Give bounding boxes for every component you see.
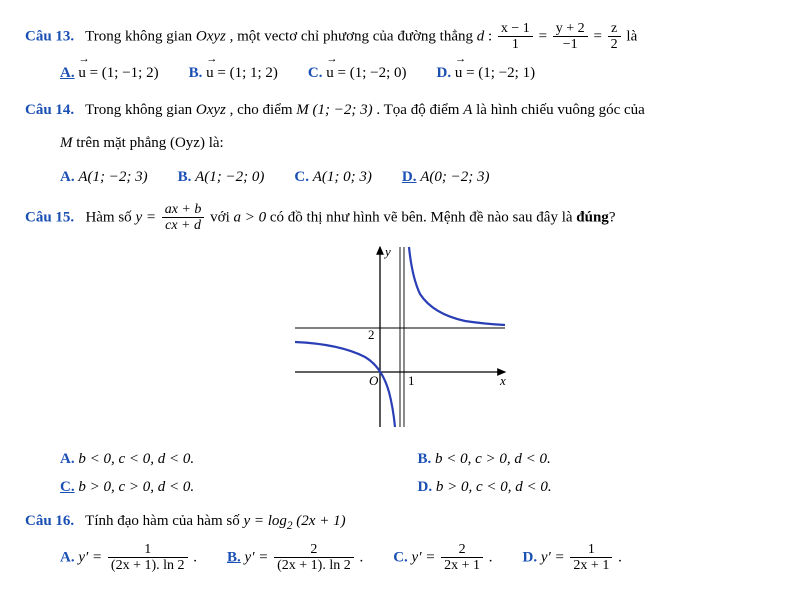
q15-optB: B. b < 0, c > 0, d < 0. (418, 445, 776, 474)
q15-optC: C. b > 0, c > 0, d < 0. (60, 473, 418, 502)
q15-frac: ax + bcx + d (162, 202, 205, 234)
graph-svg: y x O 1 2 (285, 242, 515, 432)
q15-label: Câu 15. (25, 209, 74, 225)
tick-2: 2 (368, 327, 375, 342)
q13-options: A. u = (1; −1; 2) B. u = (1; 1; 2) C. u … (60, 59, 775, 88)
question-15: Câu 15. Hàm số y = ax + bcx + d với a > … (25, 202, 775, 234)
q13-optA: A. u = (1; −1; 2) (60, 59, 159, 88)
q13-optD: D. u = (1; −2; 1) (437, 59, 536, 88)
q13-label: Câu 13. (25, 28, 74, 44)
q14-optA: A. A(1; −2; 3) (60, 163, 148, 192)
q16-optB: B. y′ = 2(2x + 1). ln 2 . (227, 542, 363, 574)
q14-optC: C. A(1; 0; 3) (294, 163, 372, 192)
q14-optB: B. A(1; −2; 0) (178, 163, 265, 192)
q15-optA: A. b < 0, c < 0, d < 0. (60, 445, 418, 474)
q13-f3: z2 (608, 21, 621, 53)
q14-options: A. A(1; −2; 3) B. A(1; −2; 0) C. A(1; 0;… (60, 163, 775, 192)
q16-optA: A. y′ = 1(2x + 1). ln 2 . (60, 542, 197, 574)
y-label: y (383, 244, 391, 259)
q16-optD: D. y′ = 12x + 1 . (523, 542, 622, 574)
curve-right (409, 247, 505, 325)
q16-optC: C. y′ = 22x + 1 . (393, 542, 492, 574)
x-label: x (499, 373, 506, 388)
q14-optD: D. A(0; −2; 3) (402, 163, 490, 192)
origin-label: O (369, 373, 379, 388)
q13-colon: : (488, 28, 496, 44)
q13-stem-pre: Trong không gian (85, 28, 196, 44)
q13-eq1: = (539, 28, 551, 44)
q13-d: d (477, 28, 485, 44)
q13-eq2: = (593, 28, 605, 44)
q15-optD: D. b > 0, c < 0, d < 0. (418, 473, 776, 502)
tick-1: 1 (408, 373, 415, 388)
q13-post: là (626, 28, 637, 44)
question-13: Câu 13. Trong không gian Oxyz , một vect… (25, 21, 775, 53)
q16-label: Câu 16. (25, 513, 74, 529)
q15-graph: y x O 1 2 (25, 242, 775, 437)
q13-optB: B. u = (1; 1; 2) (189, 59, 278, 88)
q13-optC: C. u = (1; −2; 0) (308, 59, 407, 88)
q14-line2: M trên mặt phẳng (Oyz) là: (60, 130, 775, 157)
q13-stem-mid: , một vectơ chỉ phương của đường thẳng (230, 28, 477, 44)
q14-label: Câu 14. (25, 102, 74, 118)
q13-f2: y + 2−1 (553, 21, 588, 53)
q15-options: A. b < 0, c < 0, d < 0. C. b > 0, c > 0,… (60, 445, 775, 502)
q13-space: Oxyz (196, 28, 226, 44)
question-14: Câu 14. Trong không gian Oxyz , cho điểm… (25, 97, 775, 124)
q13-f1: x − 11 (498, 21, 533, 53)
question-16: Câu 16. Tính đạo hàm của hàm số y = log2… (25, 508, 775, 536)
q16-options: A. y′ = 1(2x + 1). ln 2 . B. y′ = 2(2x +… (60, 542, 775, 574)
